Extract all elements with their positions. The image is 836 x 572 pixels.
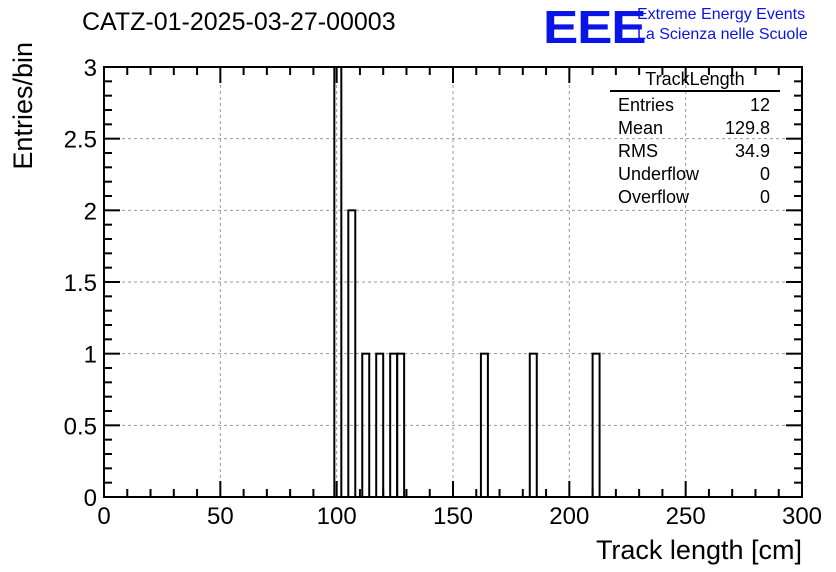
y-tick-label: 3 — [84, 55, 97, 82]
logo-line-1: Extreme Energy Events — [637, 6, 806, 23]
stats-row-rms: RMS 34.9 — [610, 140, 780, 163]
stats-label: Mean — [618, 118, 664, 138]
grid-lines — [104, 67, 802, 497]
stats-row-overflow: Overflow 0 — [610, 186, 780, 209]
stats-label: RMS — [618, 141, 658, 161]
y-axis-label: Entries/bin — [8, 42, 38, 170]
x-axis-label: Track length [cm] — [596, 535, 802, 565]
stats-row-entries: Entries 12 — [610, 94, 780, 117]
stats-label: Overflow — [618, 187, 690, 207]
stats-value: 0 — [759, 187, 770, 207]
stats-row-mean: Mean 129.8 — [610, 117, 780, 140]
y-tick-label: 1 — [84, 342, 97, 369]
eee-logo: EEE — [543, 1, 647, 53]
stats-box: TrackLength Entries 12 Mean 129.8 RMS 34… — [610, 69, 780, 209]
y-tick-label: 0.5 — [64, 413, 97, 440]
stats-label: Entries — [618, 95, 675, 115]
x-tick-label: 0 — [97, 503, 110, 530]
y-tick-label: 2.5 — [64, 127, 97, 154]
stats-row-underflow: Underflow 0 — [610, 163, 780, 186]
x-tick-label: 200 — [549, 503, 589, 530]
y-tick-label: 0 — [84, 485, 97, 512]
x-tick-label: 150 — [433, 503, 473, 530]
logo-line-2: La Scienza nelle Scuole — [637, 26, 808, 43]
stats-value: 129.8 — [724, 118, 770, 138]
x-tick-label: 300 — [782, 503, 822, 530]
stats-value: 0 — [759, 164, 770, 184]
stats-separator — [610, 90, 780, 92]
stats-label: Underflow — [618, 164, 700, 184]
x-tick-label: 50 — [207, 503, 234, 530]
x-tick-label: 100 — [317, 503, 357, 530]
y-tick-label: 1.5 — [64, 270, 97, 297]
tick-labels: 0 50 100 150 200 250 300 0 0.5 1 1.5 2 2.5 3 — [64, 55, 822, 530]
stats-title: TrackLength — [645, 69, 745, 89]
x-tick-label: 250 — [666, 503, 706, 530]
axes — [103, 66, 803, 498]
chart-title: CATZ-01-2025-03-27-00003 — [82, 8, 396, 36]
stats-value: 12 — [749, 95, 770, 115]
y-tick-label: 2 — [84, 198, 97, 225]
stats-value: 34.9 — [734, 141, 770, 161]
